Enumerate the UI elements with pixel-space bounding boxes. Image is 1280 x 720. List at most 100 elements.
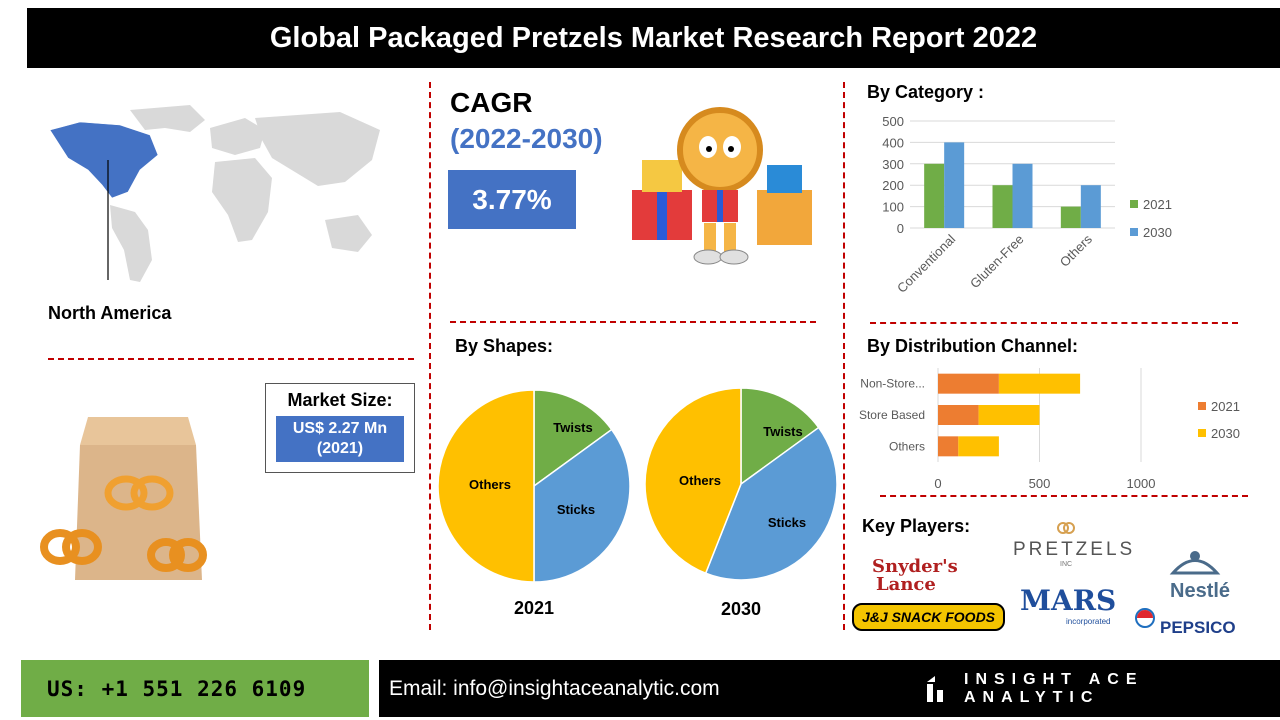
- shapes-pie-2021: Twists Sticks Others 2021: [437, 389, 631, 618]
- footer-phone: US: +1 551 226 6109: [47, 676, 307, 701]
- report-title: Global Packaged Pretzels Market Research…: [269, 21, 1038, 54]
- pie-slice-label: Others: [679, 473, 721, 488]
- pie-slice-label: Others: [469, 477, 511, 492]
- category-bar-2021: [1060, 206, 1081, 228]
- mascot-pupil-left: [706, 146, 712, 152]
- mascot-leg-left: [704, 223, 716, 253]
- cagr-title: CAGR: [450, 87, 533, 118]
- category-legend-swatch-2021: [1130, 200, 1138, 208]
- category-x-label: Conventional: [894, 231, 958, 295]
- pepsico-logo: PEPSICO: [1160, 618, 1236, 637]
- brand-logo-icon: [927, 676, 943, 702]
- pepsico-globe-icon: [1135, 608, 1155, 628]
- section-title-shapes: By Shapes:: [455, 336, 554, 356]
- distribution-bar-2021: [938, 405, 979, 425]
- pie-slice-others: [644, 387, 742, 575]
- gift-box-small-blue: [767, 165, 802, 193]
- cagr-value-box: 3.77%: [448, 170, 576, 229]
- asia-shape: [255, 112, 380, 186]
- bag-pretzel-icon: [104, 475, 174, 511]
- category-legend-swatch-2030: [1130, 228, 1138, 236]
- africa-shape: [212, 158, 272, 242]
- distribution-y-label: Others: [889, 439, 925, 453]
- mars-logo-sub: incorporated: [1066, 617, 1111, 626]
- market-size-box: Market Size: US$ 2.27 Mn (2021): [265, 383, 415, 473]
- distribution-legend-swatch-2030: [1198, 429, 1206, 437]
- mascot-leg-right: [724, 223, 736, 253]
- distribution-legend-label: 2030: [1211, 426, 1240, 441]
- cagr-value: 3.77%: [472, 183, 552, 215]
- divider-category: [870, 322, 1238, 324]
- australia-shape: [325, 215, 372, 252]
- distribution-bar-2030: [998, 373, 1081, 394]
- pretzel-left: [40, 529, 102, 565]
- shapes-pie-2030: Twists Sticks Others 2030: [644, 387, 838, 619]
- distribution-bar-2030: [978, 405, 1040, 425]
- category-y-tick: 300: [882, 157, 904, 172]
- pie-slice-sticks: [533, 428, 631, 583]
- bag-top: [80, 417, 196, 445]
- distribution-y-label: Non-Store...: [860, 377, 925, 391]
- distribution-x-tick: 0: [934, 476, 941, 491]
- category-y-tick: 100: [882, 200, 904, 215]
- category-legend-label: 2030: [1143, 225, 1172, 240]
- snyders-logo-line2: Lance: [876, 574, 936, 595]
- north-america-highlight: [49, 121, 159, 199]
- pretzel-right: [147, 538, 207, 572]
- distribution-bar-2021: [938, 373, 999, 394]
- footer-brand: INSIGHT ACE ANALYTIC: [964, 670, 1144, 706]
- mars-logo: MARS: [1020, 584, 1117, 617]
- nestle-nest-icon: [1169, 551, 1221, 575]
- divider-distribution: [880, 495, 1248, 497]
- mascot-head: [677, 107, 763, 193]
- pie-slice-twists: [533, 389, 613, 488]
- region-label: North America: [48, 303, 172, 323]
- category-bar-2021: [992, 185, 1013, 228]
- pretzels-inc-sub: INC: [1060, 561, 1073, 568]
- map-continents-gray: [110, 105, 380, 282]
- section-title-category: By Category :: [867, 82, 985, 102]
- market-size-title: Market Size:: [287, 390, 393, 410]
- pie-slice-sticks: [704, 426, 838, 581]
- market-size-year: (2021): [316, 440, 364, 457]
- divider-region: [48, 358, 414, 360]
- footer-phone-bar: US: +1 551 226 6109: [21, 660, 369, 717]
- mascot-shoe-right: [719, 249, 749, 265]
- section-title-distribution: By Distribution Channel:: [867, 336, 1078, 356]
- gift-ribbon-blue: [657, 190, 667, 240]
- pie-slice-label: Sticks: [557, 502, 595, 517]
- category-y-tick: 200: [882, 178, 904, 193]
- category-bar-2030: [1080, 185, 1101, 228]
- greenland-shape: [130, 105, 205, 132]
- category-x-label: Gluten-Free: [967, 232, 1027, 292]
- category-bar-2030: [1012, 163, 1033, 228]
- market-size-amount: US$ 2.27 Mn: [292, 420, 388, 437]
- category-y-tick: 500: [882, 114, 904, 129]
- cagr-period: (2022-2030): [450, 123, 603, 154]
- category-x-label: Others: [1057, 231, 1096, 270]
- report-title-bar: Global Packaged Pretzels Market Research…: [27, 8, 1280, 68]
- category-y-tick: 400: [882, 135, 904, 150]
- pretzel-inc-icon: [1057, 522, 1075, 534]
- distribution-bar-2030: [958, 436, 999, 457]
- distribution-legend-label: 2021: [1211, 399, 1240, 414]
- market-size-value: US$ 2.27 Mn (2021): [276, 416, 404, 462]
- gift-box-orange: [757, 190, 812, 245]
- world-map: [49, 105, 380, 282]
- nestle-logo: Nestlé: [1170, 580, 1231, 602]
- distribution-y-label: Store Based: [859, 408, 925, 422]
- mascot-gift-ribbon: [717, 190, 723, 222]
- pie-slice-others: [437, 389, 535, 583]
- pie-year-label: 2021: [514, 598, 554, 618]
- pretzel-mascot-illustration: [632, 107, 812, 265]
- pie-slice-twists: [740, 387, 820, 486]
- divider-left: [429, 82, 431, 630]
- south-america-shape: [110, 205, 152, 282]
- category-bar-2030: [944, 142, 965, 228]
- pretzel-bag-illustration: [40, 417, 207, 580]
- mascot-shoe-left: [693, 249, 723, 265]
- mascot-pupil-right: [728, 146, 734, 152]
- snyders-lance-logo: Snyder's Lance: [872, 558, 958, 594]
- gift-box-yellow: [642, 160, 682, 192]
- pie-slice-label: Sticks: [768, 515, 806, 530]
